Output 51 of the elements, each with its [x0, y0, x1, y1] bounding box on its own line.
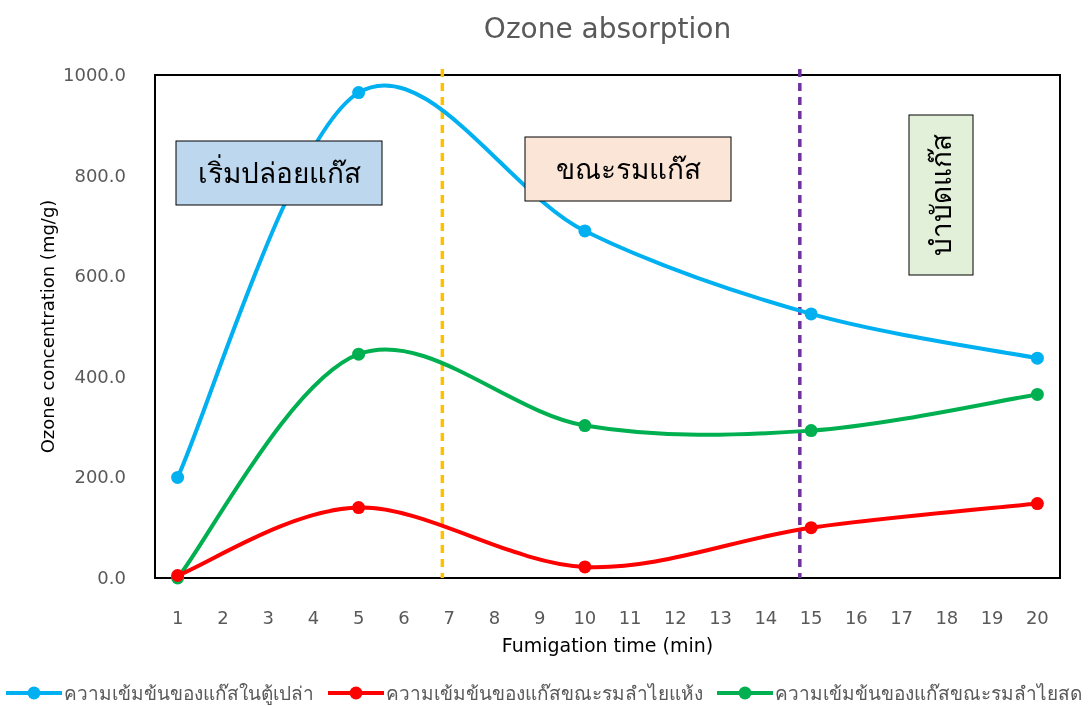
x-tick-label: 6 [398, 607, 410, 628]
annotation: ขณะรมแก๊ส [524, 136, 732, 202]
y-tick-label: 200.0 [74, 466, 126, 488]
x-tick-label: 11 [618, 607, 642, 628]
y-tick-label: 1000.0 [63, 64, 126, 85]
annotation: บำบัดแก๊ส [908, 114, 974, 276]
point [352, 86, 366, 100]
x-tick-label: 13 [709, 607, 733, 628]
point [578, 419, 592, 433]
point [804, 424, 818, 438]
point [804, 521, 818, 535]
x-tick-label: 7 [443, 607, 455, 628]
y-tick-label: 0.0 [97, 567, 126, 588]
legend-label: ความเข้มข้นของแก๊สในตู้เปล่า [64, 682, 314, 705]
title: Ozone absorption [483, 12, 732, 45]
y-tick-label: 800.0 [74, 164, 126, 186]
y-tick-label: 600.0 [74, 265, 126, 287]
x-tick-label: 3 [262, 607, 274, 628]
x-tick-label: 4 [307, 607, 320, 628]
point [352, 347, 366, 361]
x-tick-label: 20 [1025, 607, 1049, 628]
point [578, 560, 592, 574]
legend-label: ความเข้มข้นของแก๊สขณะรมลำไยสด [775, 682, 1082, 704]
x-axis-title: Fumigation time (min) [501, 634, 714, 656]
x-tick-label: 16 [844, 607, 868, 628]
x-tick-label: 2 [217, 607, 229, 628]
x-tick-label: 1 [171, 607, 184, 628]
point [171, 470, 185, 484]
x-tick-label: 18 [935, 607, 959, 628]
x-tick-label: 15 [799, 607, 823, 628]
point [578, 224, 592, 238]
x-tick-label: 14 [754, 607, 778, 628]
x-tick-label: 19 [980, 607, 1004, 628]
x-tick-label: 5 [352, 607, 365, 628]
legend-label: ความเข้มข้นของแก๊สขณะรมลำไยแห้ง [386, 682, 703, 704]
x-tick-label: 12 [663, 607, 687, 628]
x-tick-label: 17 [890, 607, 914, 628]
point [1030, 387, 1044, 401]
x-tick-label: 8 [488, 607, 501, 628]
point [1030, 351, 1044, 365]
x-tick-label: 10 [573, 607, 597, 628]
annotation: บำบัดแก๊ส [924, 134, 958, 256]
annotation: เริ่มปล่อยแก๊ส [175, 140, 383, 206]
x-tick-label: 9 [533, 607, 546, 628]
point [352, 501, 366, 515]
y-tick-label: 400.0 [74, 365, 126, 387]
annotation: เริ่มปล่อยแก๊ส [197, 153, 361, 190]
y-axis-title: Ozone concentration (mg/g) [37, 199, 58, 454]
annotation: ขณะรมแก๊ส [555, 152, 701, 186]
point [1030, 497, 1044, 511]
point [804, 307, 818, 321]
